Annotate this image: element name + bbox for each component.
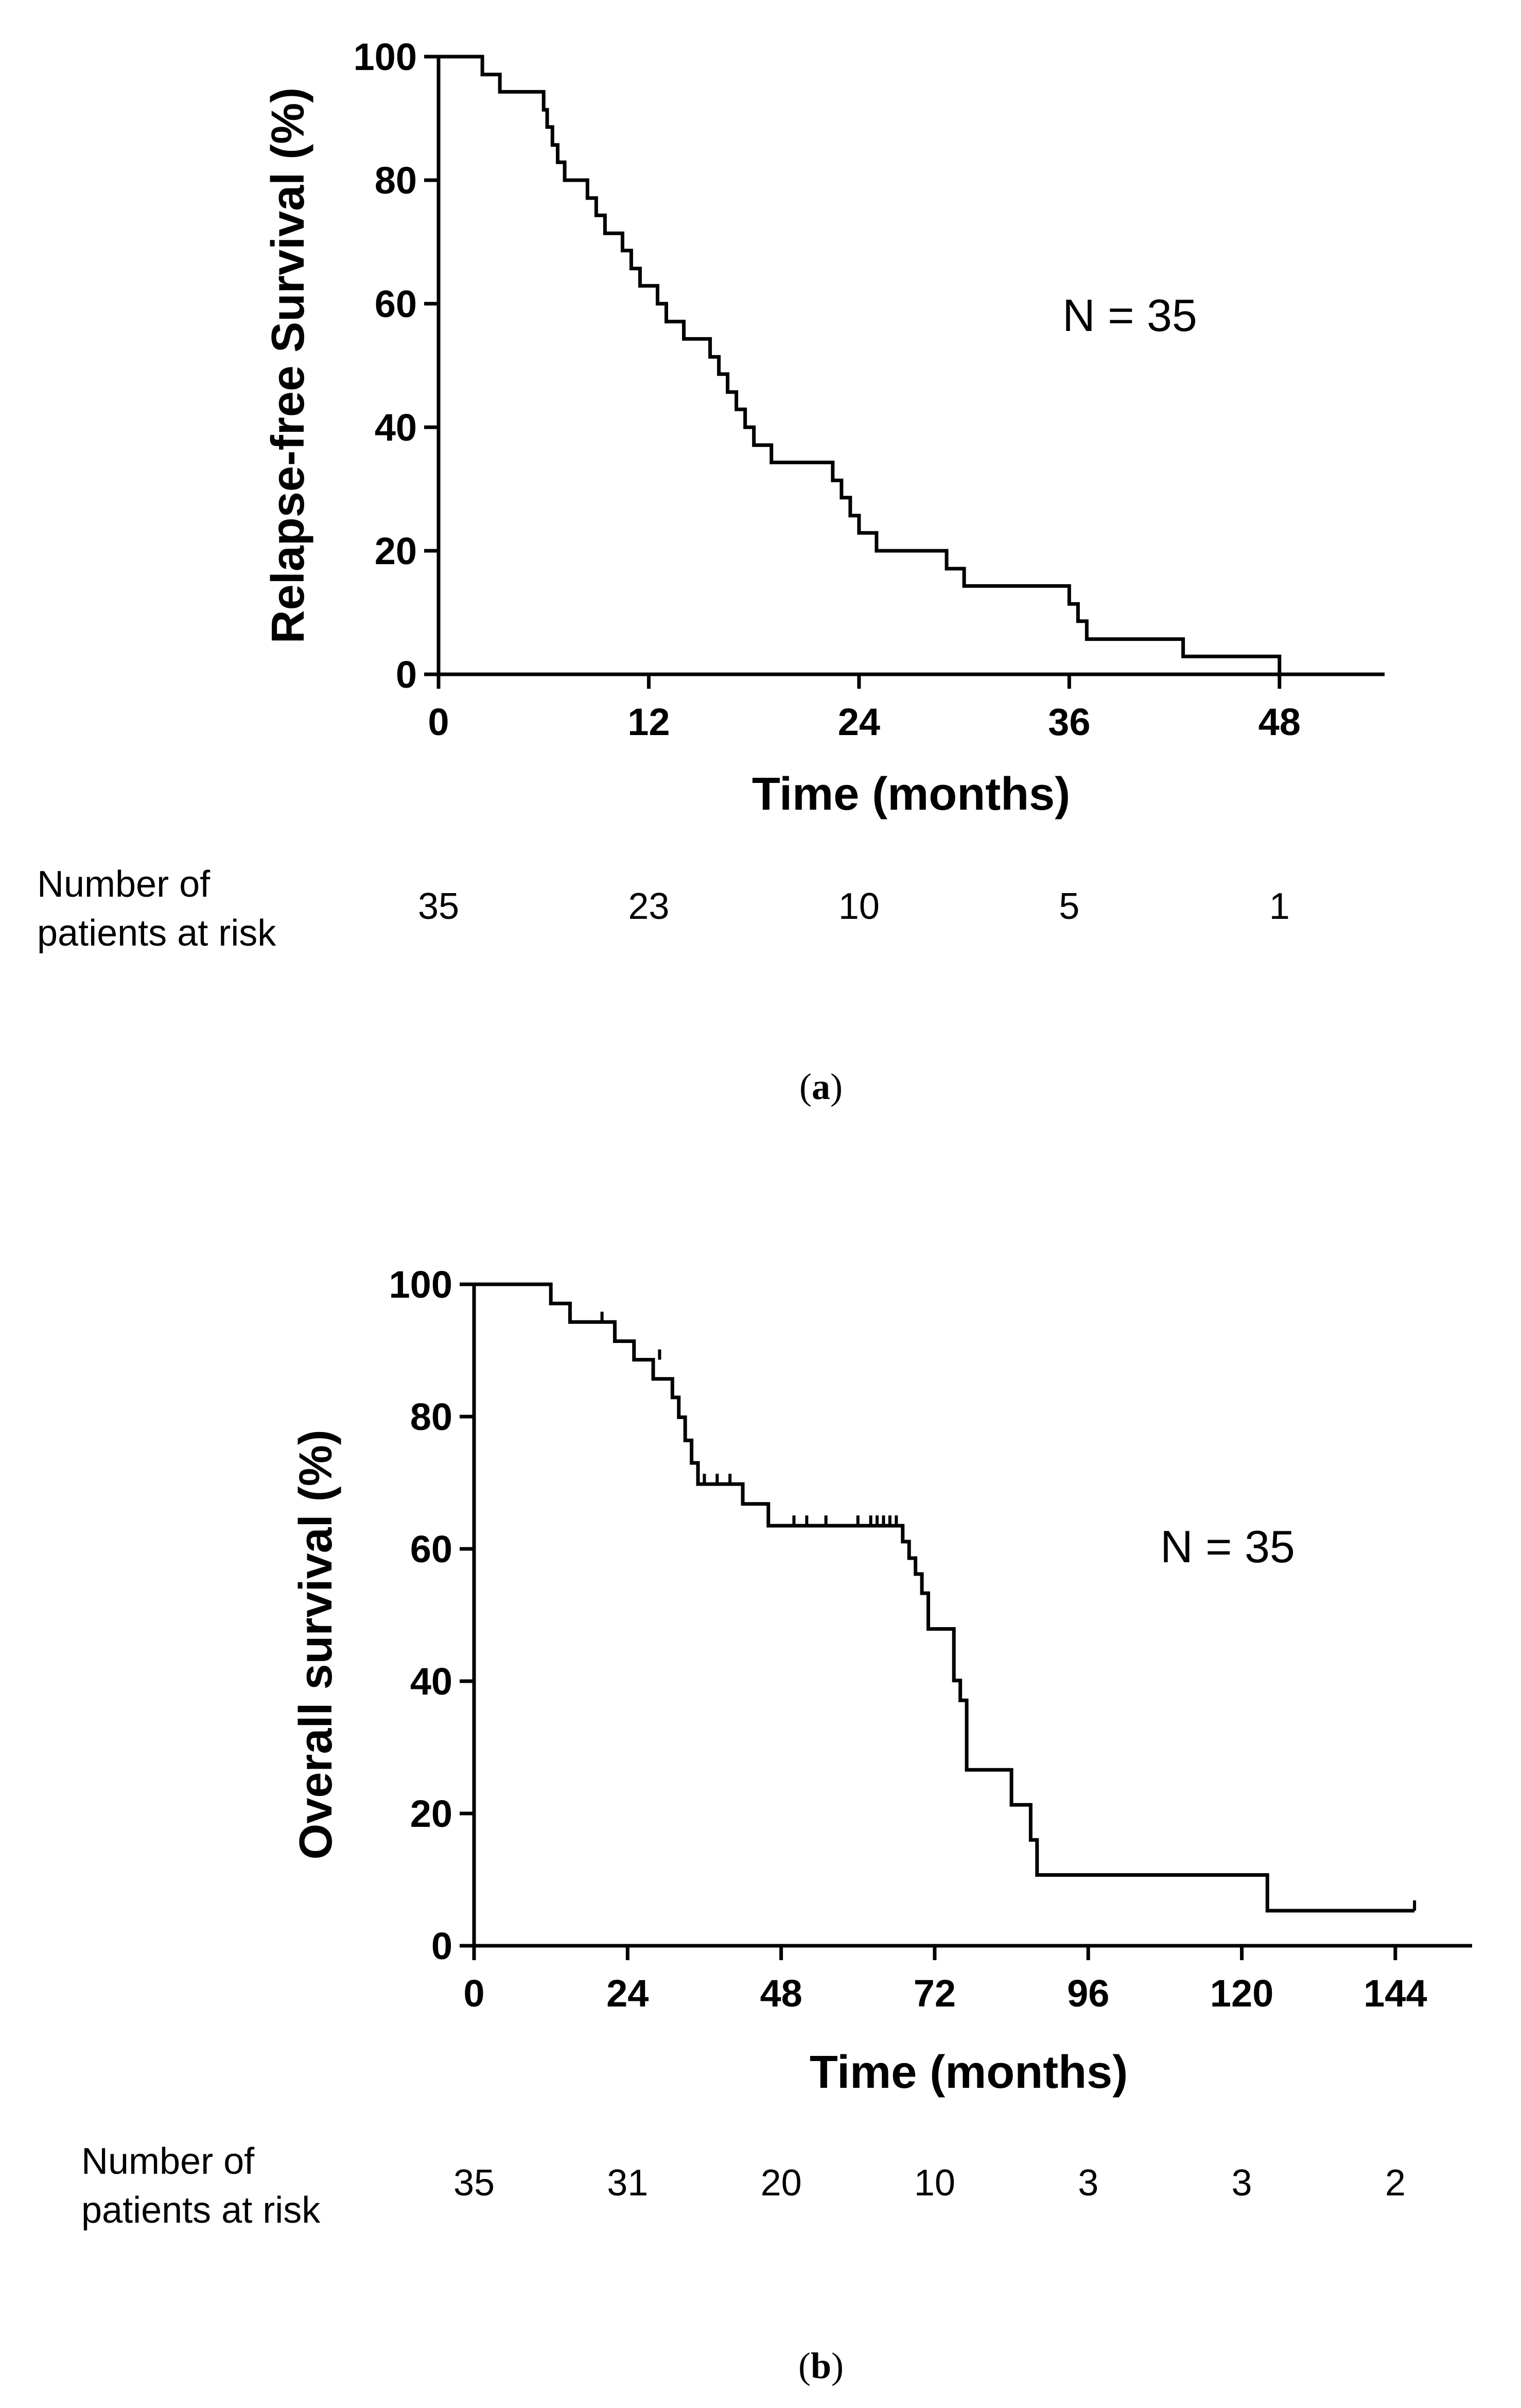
panel-a-chart: 0 20 40 60 80 100 0 12 24 36 48 Time (months) Rela…: [37, 36, 1385, 1107]
panel-b-risk-count: 35: [453, 2162, 495, 2204]
panel-b-x-tick-label: 0: [463, 1972, 484, 2015]
panel-a-n-annotation: N = 35: [1062, 290, 1197, 341]
panel-b-risk-count: 20: [761, 2162, 802, 2204]
panel-b-step-line: [474, 1282, 1415, 1913]
panel-b-survival-curve: [474, 1282, 1417, 1913]
panel-a-y-tick-label: 40: [375, 406, 417, 449]
panel-b-tick-labels: 0 20 40 60 80 100 0 24 48 72 96 120 144: [389, 1263, 1427, 2015]
panel-b-x-tick-label: 96: [1067, 1972, 1109, 2015]
panel-a-y-tick-label: 80: [375, 159, 417, 202]
panel-b-risk-count: 10: [914, 2162, 955, 2204]
panel-b-caption: (b): [798, 2345, 844, 2386]
panel-a-tick-labels: 0 20 40 60 80 100 0 12 24 36 48: [354, 36, 1301, 743]
panel-a-risk-table: Number of patients at risk 35 23 10 5 1: [37, 864, 1290, 954]
panel-a-risk-label-line1: Number of: [37, 864, 211, 905]
panel-b-risk-count: 2: [1385, 2162, 1406, 2204]
panel-b-risk-table: Number of patients at risk 35 31 20 10 3 3 2: [81, 2141, 1406, 2231]
panel-a-risk-label-line2: patients at risk: [37, 913, 276, 954]
panel-a-risk-count: 23: [628, 886, 669, 927]
panel-a-risk-count: 10: [838, 886, 880, 927]
panel-b-x-tick-label: 24: [606, 1972, 649, 2015]
panel-a-y-tick-label: 100: [354, 36, 417, 78]
panel-a-x-tick-label: 24: [838, 701, 880, 743]
panel-a-caption: (a): [799, 1066, 843, 1107]
panel-a-x-tick-label: 12: [627, 701, 670, 743]
panel-a-risk-count: 1: [1269, 886, 1290, 927]
panel-b-axes: [460, 1282, 1472, 1960]
panel-b-y-tick-label: 60: [410, 1528, 452, 1571]
panel-b-y-axis-title: Overall survival (%): [290, 1429, 342, 1859]
panel-b-x-axis-title: Time (months): [810, 2047, 1128, 2098]
panel-b-y-tick-label: 0: [431, 1925, 452, 1967]
panel-a-axes: [424, 55, 1385, 689]
panel-b-risk-count: 3: [1232, 2162, 1252, 2204]
panel-a-step-line: [439, 55, 1282, 674]
panel-b-risk-label-line1: Number of: [81, 2141, 255, 2182]
panel-b-y-tick-label: 20: [410, 1792, 452, 1835]
panel-b-x-tick-label: 72: [914, 1972, 956, 2015]
panel-b-risk-count: 31: [607, 2162, 648, 2204]
panel-a-x-tick-label: 48: [1258, 701, 1301, 743]
panel-a-x-axis-title: Time (months): [752, 769, 1070, 820]
panel-a-risk-count: 35: [418, 886, 459, 927]
panel-a-x-tick-label: 36: [1048, 701, 1090, 743]
panel-b-caption-letter: b: [811, 2345, 831, 2386]
panel-b-x-tick-label: 48: [760, 1972, 802, 2015]
panel-a-y-tick-label: 0: [396, 653, 417, 696]
panel-b-risk-count: 3: [1078, 2162, 1098, 2204]
panel-b-chart: 0 20 40 60 80 100 0 24 48 72 96 120 144 Time (months…: [81, 1263, 1472, 2386]
panel-b-x-tick-label: 120: [1210, 1972, 1273, 2015]
panel-b-risk-label-line2: patients at risk: [81, 2190, 321, 2231]
panel-a-risk-count: 5: [1059, 886, 1079, 927]
panel-a-y-tick-label: 20: [375, 530, 417, 572]
panel-a-y-tick-label: 60: [375, 283, 417, 325]
panel-b-n-annotation: N = 35: [1160, 1521, 1295, 1572]
panel-a-survival-curve: [439, 55, 1282, 674]
panel-a-caption-letter: a: [812, 1066, 830, 1107]
panel-b-y-tick-label: 100: [389, 1263, 452, 1306]
panel-a-x-tick-label: 0: [428, 701, 449, 743]
panel-b-y-tick-label: 40: [410, 1660, 452, 1703]
panel-a-y-axis-title: Relapse-free Survival (%): [263, 88, 314, 643]
panel-b-x-tick-label: 144: [1363, 1972, 1427, 2015]
panel-b-y-tick-label: 80: [410, 1395, 452, 1438]
